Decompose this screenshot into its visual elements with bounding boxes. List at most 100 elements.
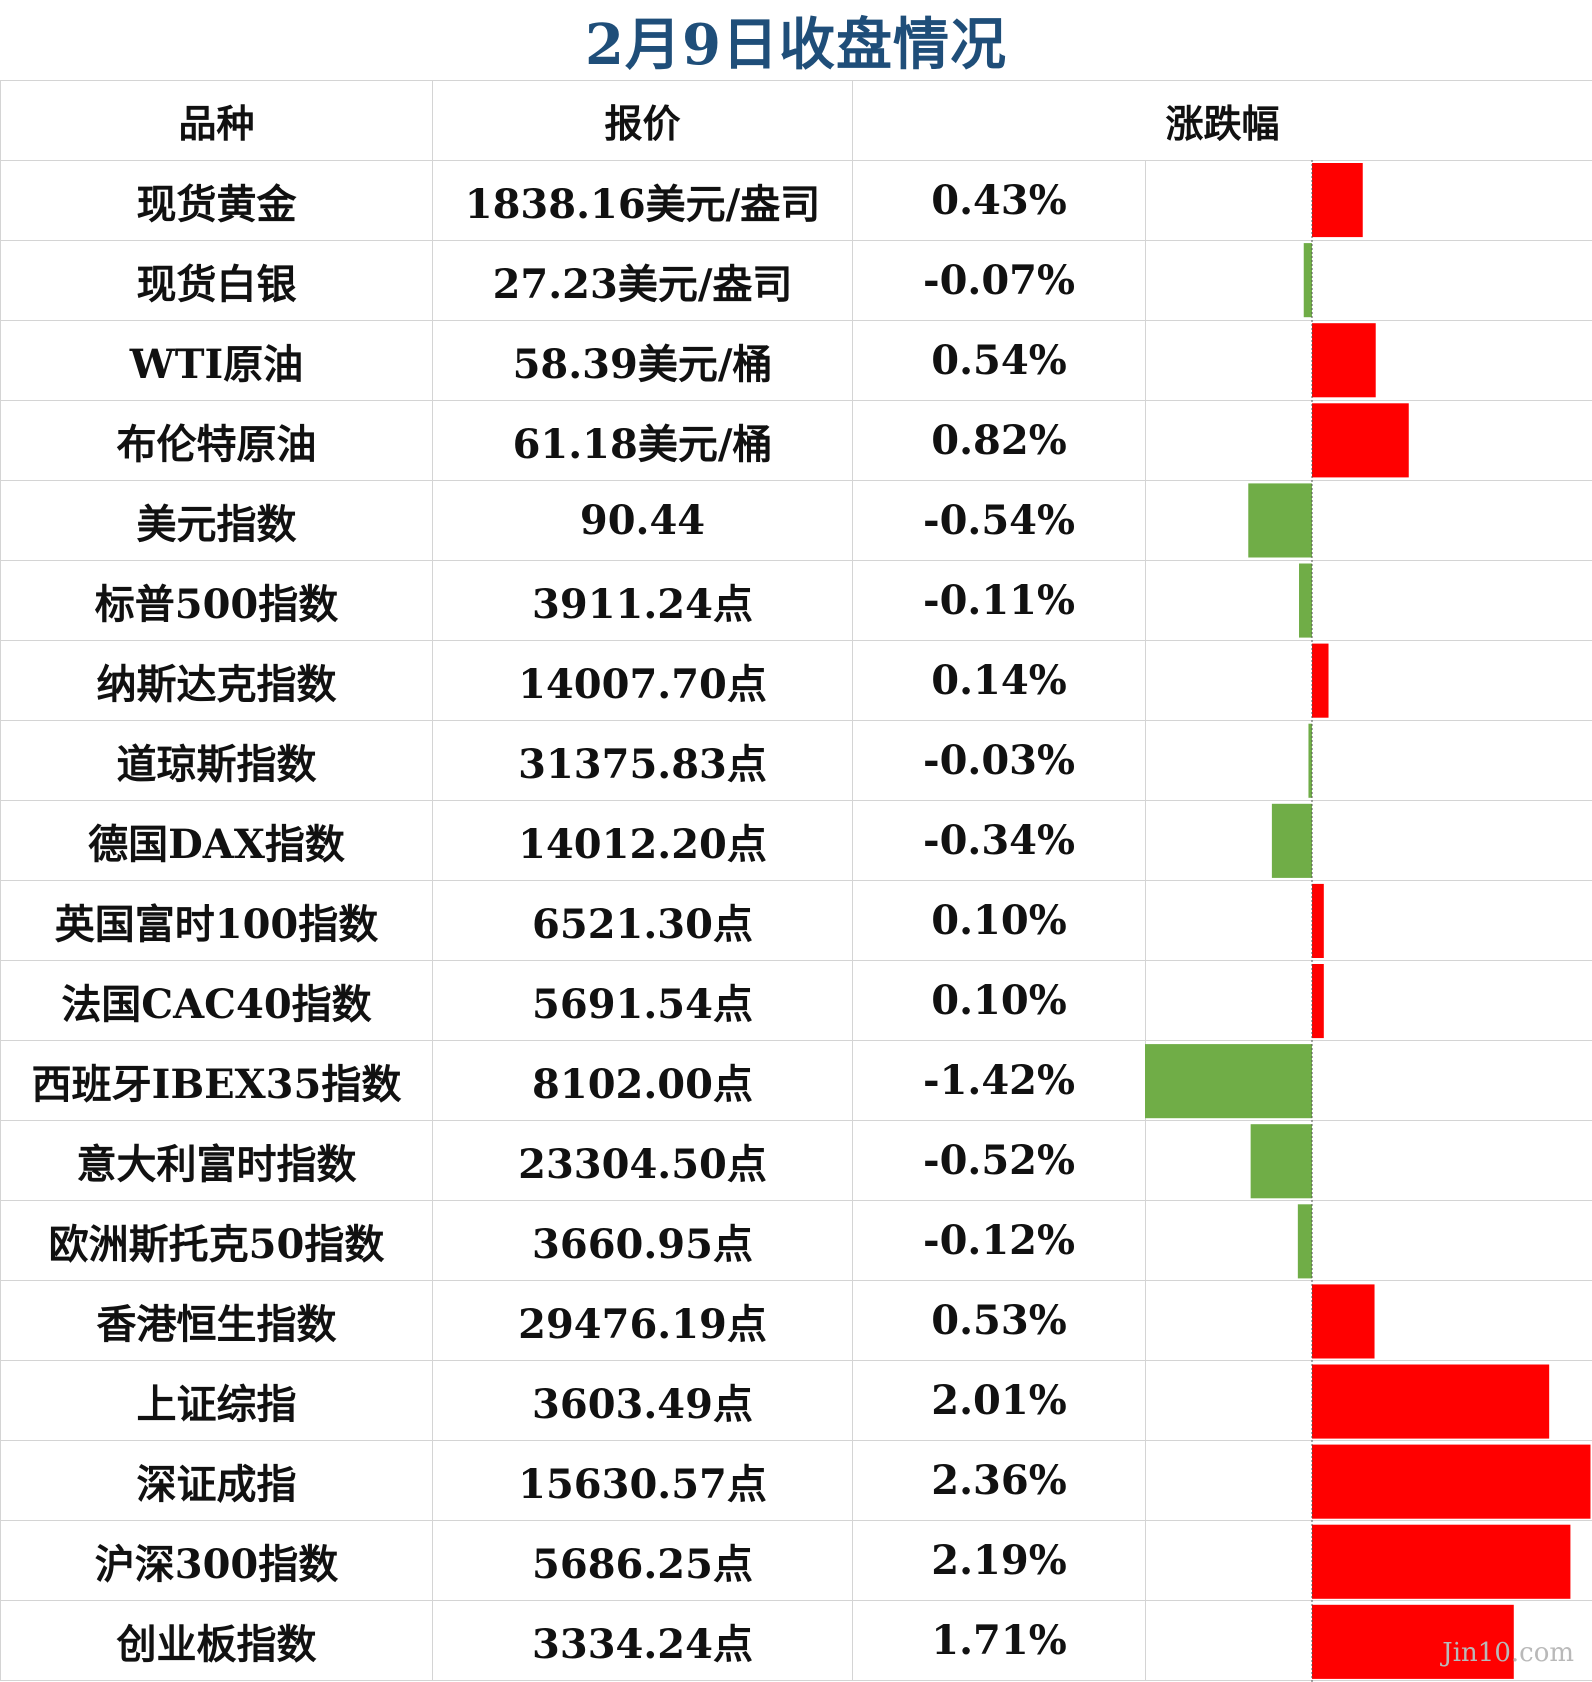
row-price: 5686.25点 — [432, 1520, 853, 1601]
row-name: 布伦特原油 — [0, 400, 433, 481]
row-price: 90.44 — [432, 480, 853, 561]
row-change-label: 0.43% — [852, 160, 1146, 241]
row-price: 23304.50点 — [432, 1120, 853, 1201]
change-bar — [1312, 1524, 1571, 1599]
page-title: 2月9日收盘情况 — [585, 11, 1007, 78]
row-bar-cell — [1144, 800, 1592, 881]
market-close-table: 品种 报价 涨跌幅 现货黄金 1838.16美元/盎司 0.43% 现货白银 27.23… — [0, 80, 1592, 1681]
table-row: 布伦特原油 61.18美元/桶 0.82% — [0, 400, 1592, 481]
row-name: 美元指数 — [0, 480, 433, 561]
row-change-label: -1.42% — [852, 1040, 1146, 1121]
row-bar-cell — [1144, 240, 1592, 321]
table-row: 现货白银 27.23美元/盎司 -0.07% — [0, 240, 1592, 321]
row-price: 3603.49点 — [432, 1360, 853, 1441]
row-price: 14012.20点 — [432, 800, 853, 881]
table-row: 道琼斯指数 31375.83点 -0.03% — [0, 720, 1592, 801]
row-change-label: 0.82% — [852, 400, 1146, 481]
change-bar — [1312, 1364, 1550, 1439]
row-change-label: 0.14% — [852, 640, 1146, 721]
change-bar — [1271, 803, 1312, 878]
row-price: 31375.83点 — [432, 720, 853, 801]
header-change: 涨跌幅 — [851, 80, 1592, 161]
row-price: 29476.19点 — [432, 1280, 853, 1361]
table-row: 英国富时100指数 6521.30点 0.10% — [0, 880, 1592, 961]
row-price: 5691.54点 — [432, 960, 853, 1041]
row-name: 沪深300指数 — [0, 1520, 433, 1601]
row-change-label: 2.19% — [852, 1520, 1146, 1601]
change-bar — [1312, 1284, 1375, 1359]
row-name: WTI原油 — [0, 320, 433, 401]
header-row: 品种 报价 涨跌幅 — [0, 80, 1592, 161]
change-bar — [1145, 1044, 1312, 1119]
change-bar — [1312, 883, 1324, 958]
table-row: WTI原油 58.39美元/桶 0.54% — [0, 320, 1592, 401]
change-bar — [1312, 1604, 1514, 1679]
row-name: 现货黄金 — [0, 160, 433, 241]
row-price: 27.23美元/盎司 — [432, 240, 853, 321]
row-change-label: -0.11% — [852, 560, 1146, 641]
row-price: 14007.70点 — [432, 640, 853, 721]
table-row: 深证成指 15630.57点 2.36% — [0, 1440, 1592, 1521]
row-change-label: -0.52% — [852, 1120, 1146, 1201]
table-row: 标普500指数 3911.24点 -0.11% — [0, 560, 1592, 641]
table-row: 意大利富时指数 23304.50点 -0.52% — [0, 1120, 1592, 1201]
row-name: 纳斯达克指数 — [0, 640, 433, 721]
row-name: 英国富时100指数 — [0, 880, 433, 961]
table-row: 创业板指数 3334.24点 1.71% — [0, 1600, 1592, 1681]
row-change-label: -0.07% — [852, 240, 1146, 321]
row-change-label: 0.54% — [852, 320, 1146, 401]
row-bar-cell — [1144, 560, 1592, 641]
table-row: 法国CAC40指数 5691.54点 0.10% — [0, 960, 1592, 1041]
change-bar — [1312, 643, 1329, 718]
row-bar-cell — [1144, 960, 1592, 1041]
header-name: 品种 — [0, 80, 433, 161]
row-name: 上证综指 — [0, 1360, 433, 1441]
row-change-label: -0.54% — [852, 480, 1146, 561]
change-bar — [1312, 403, 1409, 478]
row-name: 西班牙IBEX35指数 — [0, 1040, 433, 1121]
row-price: 3911.24点 — [432, 560, 853, 641]
row-name: 香港恒生指数 — [0, 1280, 433, 1361]
row-change-label: -0.03% — [852, 720, 1146, 801]
row-change-label: 1.71% — [852, 1600, 1146, 1681]
row-change-label: 2.01% — [852, 1360, 1146, 1441]
row-name: 深证成指 — [0, 1440, 433, 1521]
change-bar — [1248, 483, 1312, 558]
change-bar — [1297, 1204, 1312, 1279]
row-price: 3334.24点 — [432, 1600, 853, 1681]
row-name: 德国DAX指数 — [0, 800, 433, 881]
row-change-label: 2.36% — [852, 1440, 1146, 1521]
row-bar-cell — [1144, 880, 1592, 961]
table-row: 德国DAX指数 14012.20点 -0.34% — [0, 800, 1592, 881]
change-bar — [1250, 1124, 1312, 1199]
header-price: 报价 — [432, 80, 853, 161]
row-price: 15630.57点 — [432, 1440, 853, 1521]
change-bar — [1299, 563, 1312, 638]
change-bar — [1312, 1444, 1591, 1519]
row-price: 61.18美元/桶 — [432, 400, 853, 481]
row-bar-cell — [1144, 720, 1592, 801]
row-bar-cell — [1144, 640, 1592, 721]
row-change-label: 0.10% — [852, 880, 1146, 961]
row-bar-cell — [1144, 1120, 1592, 1201]
row-price: 6521.30点 — [432, 880, 853, 961]
row-price: 8102.00点 — [432, 1040, 853, 1121]
row-price: 3660.95点 — [432, 1200, 853, 1281]
row-name: 意大利富时指数 — [0, 1120, 433, 1201]
watermark: Jin10.com — [1442, 1638, 1574, 1668]
row-bar-cell — [1144, 480, 1592, 561]
row-name: 道琼斯指数 — [0, 720, 433, 801]
row-name: 现货白银 — [0, 240, 433, 321]
change-bar — [1303, 243, 1312, 318]
row-name: 欧洲斯托克50指数 — [0, 1200, 433, 1281]
row-name: 创业板指数 — [0, 1600, 433, 1681]
table-row: 纳斯达克指数 14007.70点 0.14% — [0, 640, 1592, 721]
table-row: 欧洲斯托克50指数 3660.95点 -0.12% — [0, 1200, 1592, 1281]
row-change-label: -0.34% — [852, 800, 1146, 881]
row-name: 标普500指数 — [0, 560, 433, 641]
table-row: 美元指数 90.44 -0.54% — [0, 480, 1592, 561]
change-bar — [1308, 723, 1312, 798]
row-price: 1838.16美元/盎司 — [432, 160, 853, 241]
row-name: 法国CAC40指数 — [0, 960, 433, 1041]
change-bar-chart — [1145, 160, 1591, 1682]
